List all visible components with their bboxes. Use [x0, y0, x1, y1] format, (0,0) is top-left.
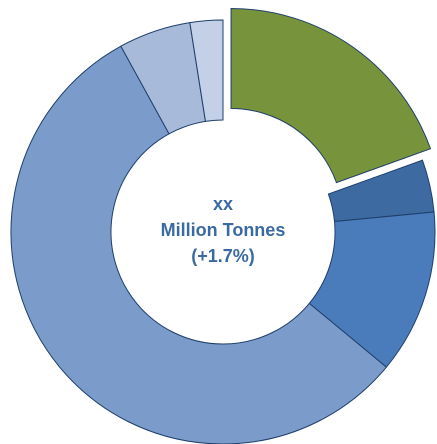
- center-label-line-3: (+1.7%): [191, 246, 255, 266]
- center-label-line-2: Million Tonnes: [161, 220, 286, 240]
- donut-slice-1: [230, 8, 432, 184]
- donut-slice-6: [189, 19, 224, 122]
- donut-slice-4: [10, 45, 388, 444]
- donut-slices: [10, 8, 436, 444]
- center-label-line-1: xx: [213, 194, 233, 214]
